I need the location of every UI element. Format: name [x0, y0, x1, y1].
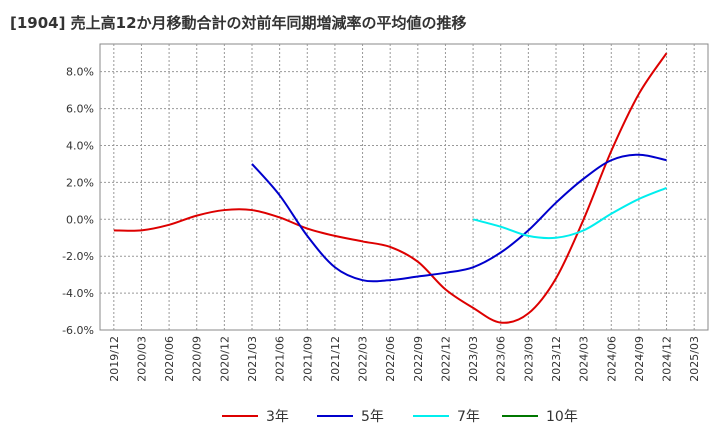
x-tick-label: 2020/09	[191, 336, 204, 382]
x-tick-label: 2022/09	[412, 336, 425, 382]
legend-label: 3年	[266, 409, 289, 425]
y-tick-label: -2.0%	[62, 250, 94, 263]
y-tick-label: -4.0%	[62, 287, 94, 300]
plot-area	[99, 43, 709, 331]
x-tick-label: 2022/06	[384, 336, 397, 382]
legend-label: 7年	[457, 409, 480, 425]
x-tick-label: 2022/12	[439, 336, 452, 382]
x-tick-label: 2023/09	[522, 336, 535, 382]
x-tick-label: 2024/09	[633, 336, 646, 382]
y-tick-label: 8.0%	[66, 66, 94, 79]
legend-swatch	[222, 415, 258, 417]
x-tick-label: 2025/03	[688, 336, 701, 382]
x-tick-label: 2023/03	[467, 336, 480, 382]
y-tick-label: 2.0%	[66, 176, 94, 189]
y-tick-label: 0.0%	[66, 213, 94, 226]
legend-item: 3年	[222, 404, 289, 428]
legend-item: 7年	[413, 404, 480, 428]
y-tick-label: 4.0%	[66, 139, 94, 152]
series-line-3	[472, 186, 667, 240]
series-line-2	[251, 153, 667, 283]
chart-title: [1904] 売上高12か月移動合計の対前年同期増減率の平均値の推移	[10, 14, 467, 32]
x-tick-label: 2024/12	[661, 336, 674, 382]
legend-label: 10年	[546, 409, 578, 425]
legend-item: 5年	[317, 404, 384, 428]
legend-swatch	[502, 415, 538, 417]
x-tick-label: 2023/12	[550, 336, 563, 382]
x-tick-label: 2022/03	[357, 336, 370, 382]
legend-swatch	[413, 415, 449, 417]
x-tick-label: 2023/06	[495, 336, 508, 382]
x-tick-label: 2021/06	[274, 336, 287, 382]
legend-item: 10年	[502, 404, 578, 428]
x-tick-label: 2019/12	[108, 336, 121, 382]
x-tick-label: 2021/09	[301, 336, 314, 382]
y-tick-label: 6.0%	[66, 103, 94, 116]
x-tick-label: 2020/03	[135, 336, 148, 382]
series-line-1	[113, 52, 668, 324]
x-tick-label: 2020/06	[163, 336, 176, 382]
x-tick-label: 2024/03	[578, 336, 591, 382]
legend-swatch	[317, 415, 353, 417]
x-tick-label: 2020/12	[218, 336, 231, 382]
chart-legend: 3年 5年 7年 10年	[0, 404, 720, 428]
x-tick-label: 2021/03	[246, 336, 259, 382]
legend-label: 5年	[361, 409, 384, 425]
x-tick-label: 2021/12	[329, 336, 342, 382]
y-tick-label: -6.0%	[62, 324, 94, 337]
x-tick-label: 2024/06	[605, 336, 618, 382]
